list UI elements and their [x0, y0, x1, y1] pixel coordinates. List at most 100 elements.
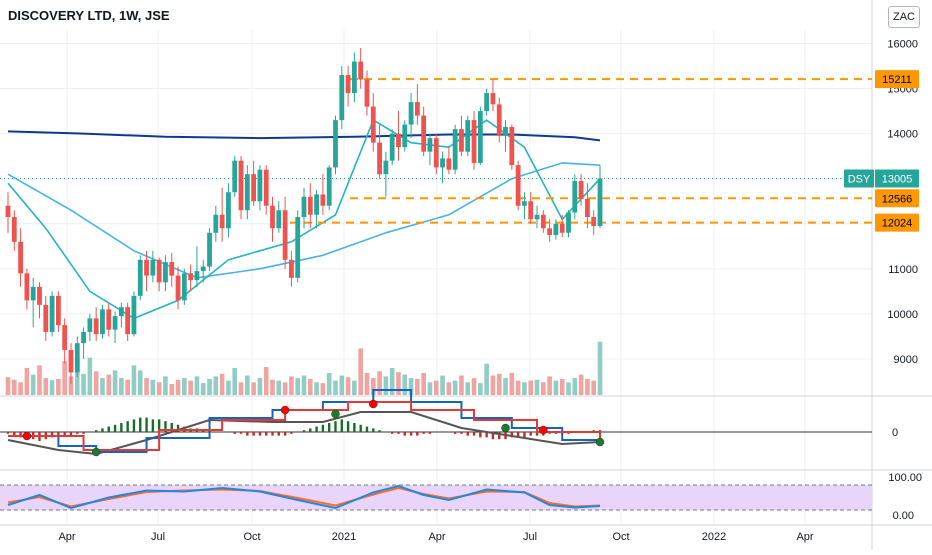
candle-body	[477, 111, 483, 163]
volume-bar	[389, 367, 395, 395]
macd-histogram-bar	[315, 426, 318, 432]
candle-body	[238, 160, 244, 211]
volume-bar	[137, 370, 143, 395]
volume-bar	[333, 380, 338, 395]
volume-bar	[566, 382, 571, 395]
macd-histogram-bar	[302, 430, 306, 432]
candle-body	[572, 180, 578, 213]
macd-histogram-bar	[271, 432, 274, 436]
volume-bar	[478, 383, 483, 395]
volume-bar	[471, 378, 477, 395]
volume-bar	[534, 379, 540, 395]
candle-body	[263, 169, 269, 206]
candle-body	[232, 160, 238, 193]
currency-button[interactable]: ZAC	[888, 6, 920, 28]
volume-bar	[578, 374, 584, 395]
candle-body	[150, 259, 156, 276]
candle-body	[364, 79, 370, 107]
macd-zero-label: 0	[892, 427, 898, 439]
volume-bar	[270, 379, 275, 395]
candle-body	[503, 126, 508, 136]
volume-bar	[43, 378, 49, 395]
candle-body	[62, 325, 68, 350]
macd-signal-line	[8, 401, 601, 451]
candle-body	[585, 198, 590, 218]
volume-bar	[194, 376, 200, 395]
macd-histogram-bar	[498, 432, 501, 440]
price-tick-label: 14000	[887, 129, 918, 141]
macd-histogram-bar	[353, 423, 356, 432]
macd-cross-marker	[331, 409, 340, 419]
volume-bar	[232, 367, 238, 395]
candle-body	[244, 174, 250, 211]
candle-body	[490, 93, 496, 105]
candle-body	[433, 138, 439, 168]
volume-bar	[408, 378, 414, 395]
volume-bar	[251, 382, 256, 395]
macd-histogram-bar	[516, 432, 520, 438]
candle-body	[408, 102, 414, 125]
macd-histogram-bar	[164, 421, 167, 432]
candle-body	[383, 160, 389, 175]
candle-body	[591, 217, 597, 227]
time-tick-label: 2021	[332, 531, 356, 543]
candle-body	[301, 196, 307, 218]
volume-bar	[100, 378, 105, 395]
candle-body	[459, 129, 464, 152]
candle-body	[370, 106, 376, 143]
volume-bar	[522, 382, 527, 395]
macd-histogram-bar	[239, 432, 243, 434]
macd-histogram-bar	[359, 424, 362, 432]
macd-histogram-bar	[82, 432, 85, 434]
candle-body	[74, 343, 80, 373]
volume-bar	[169, 384, 175, 395]
time-tick-label: Apr	[428, 531, 445, 543]
candle-body	[270, 205, 275, 229]
macd-histogram-bar	[50, 432, 54, 438]
macd-histogram-bar	[466, 432, 469, 436]
volume-bar	[93, 371, 99, 395]
volume-bar	[150, 379, 156, 395]
candle-body	[358, 61, 364, 80]
candle-body	[156, 259, 162, 283]
candle-body	[547, 228, 553, 236]
candle-body	[314, 194, 319, 215]
macd-histogram-bar	[346, 421, 350, 432]
macd-histogram-bar	[390, 432, 394, 434]
volume-bar	[345, 377, 351, 395]
price-level-badge: 12566	[875, 189, 919, 208]
macd-histogram-bar	[132, 419, 136, 432]
macd-cross-marker	[280, 405, 290, 415]
volume-bar	[87, 357, 93, 395]
volume-bar	[370, 378, 376, 395]
macd-histogram-bar	[422, 432, 425, 434]
candle-body	[528, 201, 534, 220]
volume-bar	[106, 374, 112, 395]
volume-bar	[56, 378, 61, 395]
macd-cross-marker	[501, 423, 510, 433]
macd-histogram-bar	[327, 423, 331, 432]
volume-bar	[415, 378, 420, 395]
candle-body	[389, 133, 395, 161]
macd-histogram-bar	[252, 432, 255, 436]
volume-bar	[188, 380, 193, 395]
volume-bar	[547, 376, 552, 395]
candle-body	[522, 201, 527, 206]
macd-histogram-bar	[145, 417, 148, 432]
macd-histogram-bar	[510, 432, 514, 438]
volume-bar	[314, 382, 319, 395]
candle-body	[68, 349, 74, 373]
candle-body	[257, 169, 263, 202]
candle-body	[515, 165, 521, 206]
volume-bar	[320, 383, 326, 395]
macd-histogram-bar	[535, 432, 539, 436]
candle-body	[55, 295, 61, 326]
price-badge-label: 13005	[882, 173, 913, 185]
candle-body	[181, 273, 187, 301]
volume-bar	[263, 367, 269, 395]
macd-histogram-bar	[472, 432, 476, 436]
candle-body	[207, 232, 212, 267]
volume-bar	[553, 380, 559, 395]
